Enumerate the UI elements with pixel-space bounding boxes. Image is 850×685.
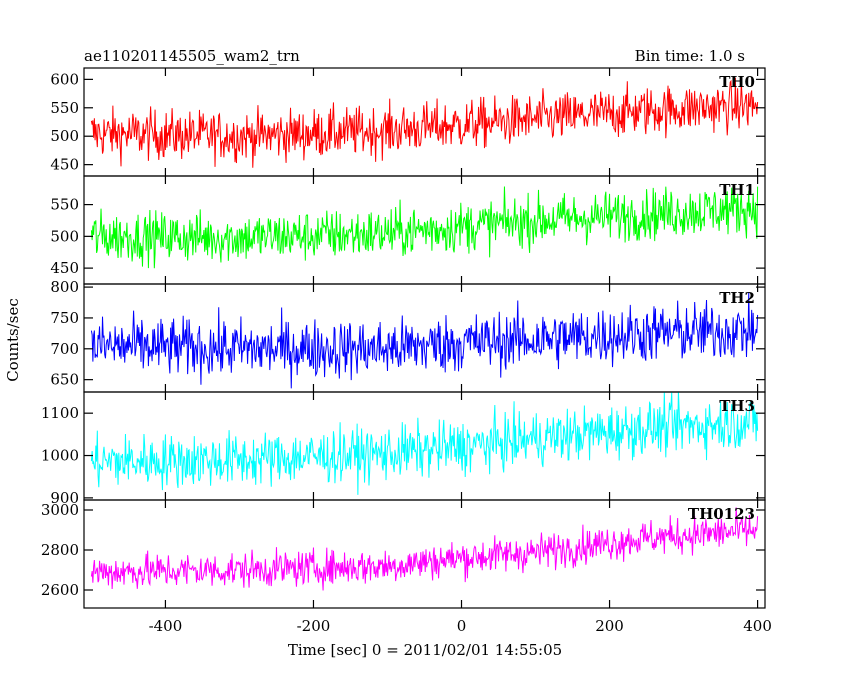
y-tick-label: 3000 <box>41 501 79 519</box>
y-tick-label: 1100 <box>41 404 79 422</box>
chart-title: ae110201145505_wam2_trn <box>84 47 300 65</box>
y-tick-label: 650 <box>50 371 79 389</box>
panel-th1: 450 500 550 TH1 <box>50 175 766 285</box>
y-tick-label: 500 <box>50 227 79 245</box>
x-tick-label: -200 <box>297 617 331 635</box>
series-line-th2 <box>90 292 759 389</box>
y-tick-label: 550 <box>50 99 79 117</box>
panel-th3: 900 1000 1100 TH3 <box>41 391 766 507</box>
y-tick-label: 750 <box>50 309 79 327</box>
y-axis-label: Counts/sec <box>4 298 22 382</box>
series-line-th1 <box>90 185 759 269</box>
panel-th2: 650 700 750 800 TH2 <box>50 278 766 393</box>
series-line-th0123 <box>90 507 759 591</box>
series-line-th3 <box>90 392 759 495</box>
x-tick-label: 200 <box>595 617 624 635</box>
y-tick-label: 2800 <box>41 541 79 559</box>
x-tick-label: 0 <box>457 617 467 635</box>
bin-time-label: Bin time: 1.0 s <box>635 47 745 65</box>
y-tick-label: 2600 <box>41 581 79 599</box>
panel-th0123: 2600 2800 3000 TH0123 <box>41 499 766 609</box>
series-line-th0 <box>90 77 759 168</box>
panel-frame <box>83 175 766 285</box>
y-tick-label: 450 <box>50 156 79 174</box>
x-axis-label: Time [sec] 0 = 2011/02/01 14:55:05 <box>288 641 562 659</box>
panel-frame <box>83 499 766 609</box>
y-tick-label: 550 <box>50 196 79 214</box>
x-tick-label: 400 <box>743 617 772 635</box>
y-tick-label: 700 <box>50 340 79 358</box>
x-tick-label: -400 <box>149 617 183 635</box>
panel-th0: 450 500 550 600 TH0 <box>50 67 766 177</box>
y-tick-label: 600 <box>50 70 79 88</box>
series-label-th0: TH0 <box>719 73 755 91</box>
series-label-th2: TH2 <box>719 289 755 307</box>
y-tick-label: 500 <box>50 127 79 145</box>
y-tick-label: 1000 <box>41 447 79 465</box>
series-label-th3: TH3 <box>719 397 755 415</box>
series-label-th0123: TH0123 <box>688 505 755 523</box>
y-tick-label: 800 <box>50 278 79 296</box>
series-label-th1: TH1 <box>719 181 755 199</box>
y-tick-label: 900 <box>50 489 79 507</box>
y-tick-label: 450 <box>50 259 79 277</box>
